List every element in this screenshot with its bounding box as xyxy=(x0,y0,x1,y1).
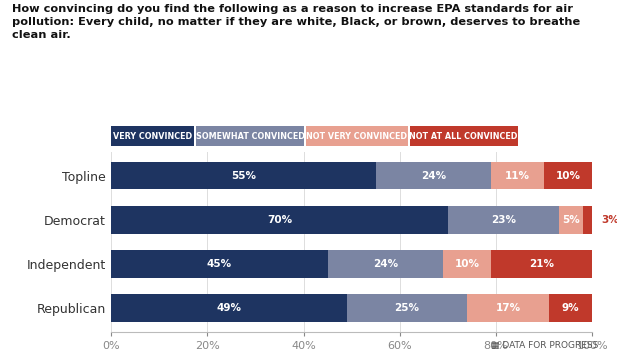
Bar xyxy=(544,162,592,190)
Text: 9%: 9% xyxy=(562,303,579,313)
Bar xyxy=(111,162,376,190)
Bar xyxy=(111,206,448,234)
Text: 25%: 25% xyxy=(394,303,420,313)
Text: 55%: 55% xyxy=(231,171,256,181)
Text: VERY CONVINCED: VERY CONVINCED xyxy=(113,132,193,141)
Text: How convincing do you find the following as a reason to increase EPA standards f: How convincing do you find the following… xyxy=(12,4,581,40)
Text: 24%: 24% xyxy=(373,259,398,269)
Text: 45%: 45% xyxy=(207,259,232,269)
Text: NOT AT ALL CONVINCED: NOT AT ALL CONVINCED xyxy=(410,132,518,141)
Text: 5%: 5% xyxy=(562,215,579,225)
Bar xyxy=(582,206,597,234)
Bar xyxy=(111,294,347,322)
Bar xyxy=(443,250,491,278)
Bar xyxy=(448,206,558,234)
Text: 17%: 17% xyxy=(495,303,521,313)
Bar xyxy=(347,294,467,322)
Text: 49%: 49% xyxy=(217,303,241,313)
Text: NOT VERY CONVINCED: NOT VERY CONVINCED xyxy=(307,132,407,141)
Text: 23%: 23% xyxy=(491,215,516,225)
Text: 3%: 3% xyxy=(601,215,617,225)
Text: 21%: 21% xyxy=(529,259,554,269)
Text: ▦ DATA FOR PROGRESS: ▦ DATA FOR PROGRESS xyxy=(491,341,598,350)
Text: 10%: 10% xyxy=(556,171,581,181)
Bar xyxy=(111,250,328,278)
Text: 24%: 24% xyxy=(421,171,446,181)
Bar xyxy=(491,162,544,190)
Text: 70%: 70% xyxy=(267,215,292,225)
Text: SOMEWHAT CONVINCED: SOMEWHAT CONVINCED xyxy=(196,132,305,141)
Text: 11%: 11% xyxy=(505,171,530,181)
Bar xyxy=(491,250,592,278)
Bar xyxy=(558,206,582,234)
Bar xyxy=(376,162,491,190)
Bar xyxy=(549,294,592,322)
Text: 10%: 10% xyxy=(455,259,479,269)
Bar xyxy=(328,250,443,278)
Bar xyxy=(467,294,549,322)
